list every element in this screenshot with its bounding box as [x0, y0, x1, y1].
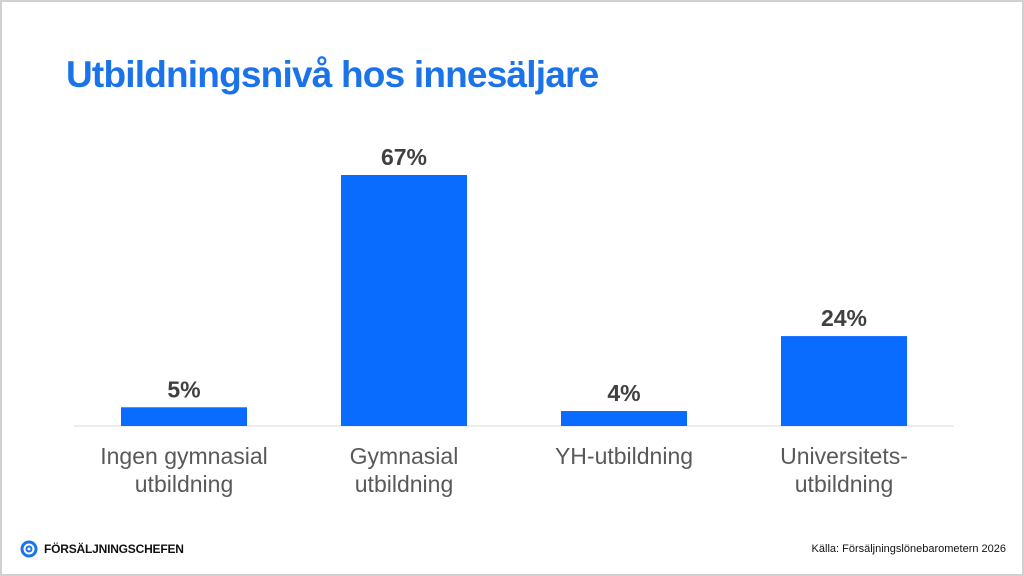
source-note: Källa: Försäljningslönebarometern 2026 — [811, 543, 1006, 555]
category-label-1: Ingen gymnasial utbildning — [100, 443, 268, 497]
bar-3 — [561, 411, 687, 426]
category-label-2: Gymnasial utbildning — [349, 443, 459, 497]
brand-logo: FÖRSÄLJNINGSCHEFEN — [20, 540, 184, 558]
chart-title: Utbildningsnivå hos innesäljare — [66, 54, 599, 95]
value-label-2: 67% — [381, 144, 427, 170]
bar-2 — [341, 175, 467, 426]
bar-4 — [781, 336, 907, 426]
value-label-1: 5% — [167, 376, 200, 402]
value-label-3: 4% — [607, 380, 640, 406]
category-label-4: Universitets- utbildning — [780, 443, 908, 497]
category-label-3: YH-utbildning — [554, 443, 694, 469]
bar-1 — [121, 407, 247, 426]
logo-text: FÖRSÄLJNINGSCHEFEN — [44, 542, 184, 556]
target-logo-icon — [20, 540, 38, 558]
value-label-4: 24% — [821, 305, 867, 331]
